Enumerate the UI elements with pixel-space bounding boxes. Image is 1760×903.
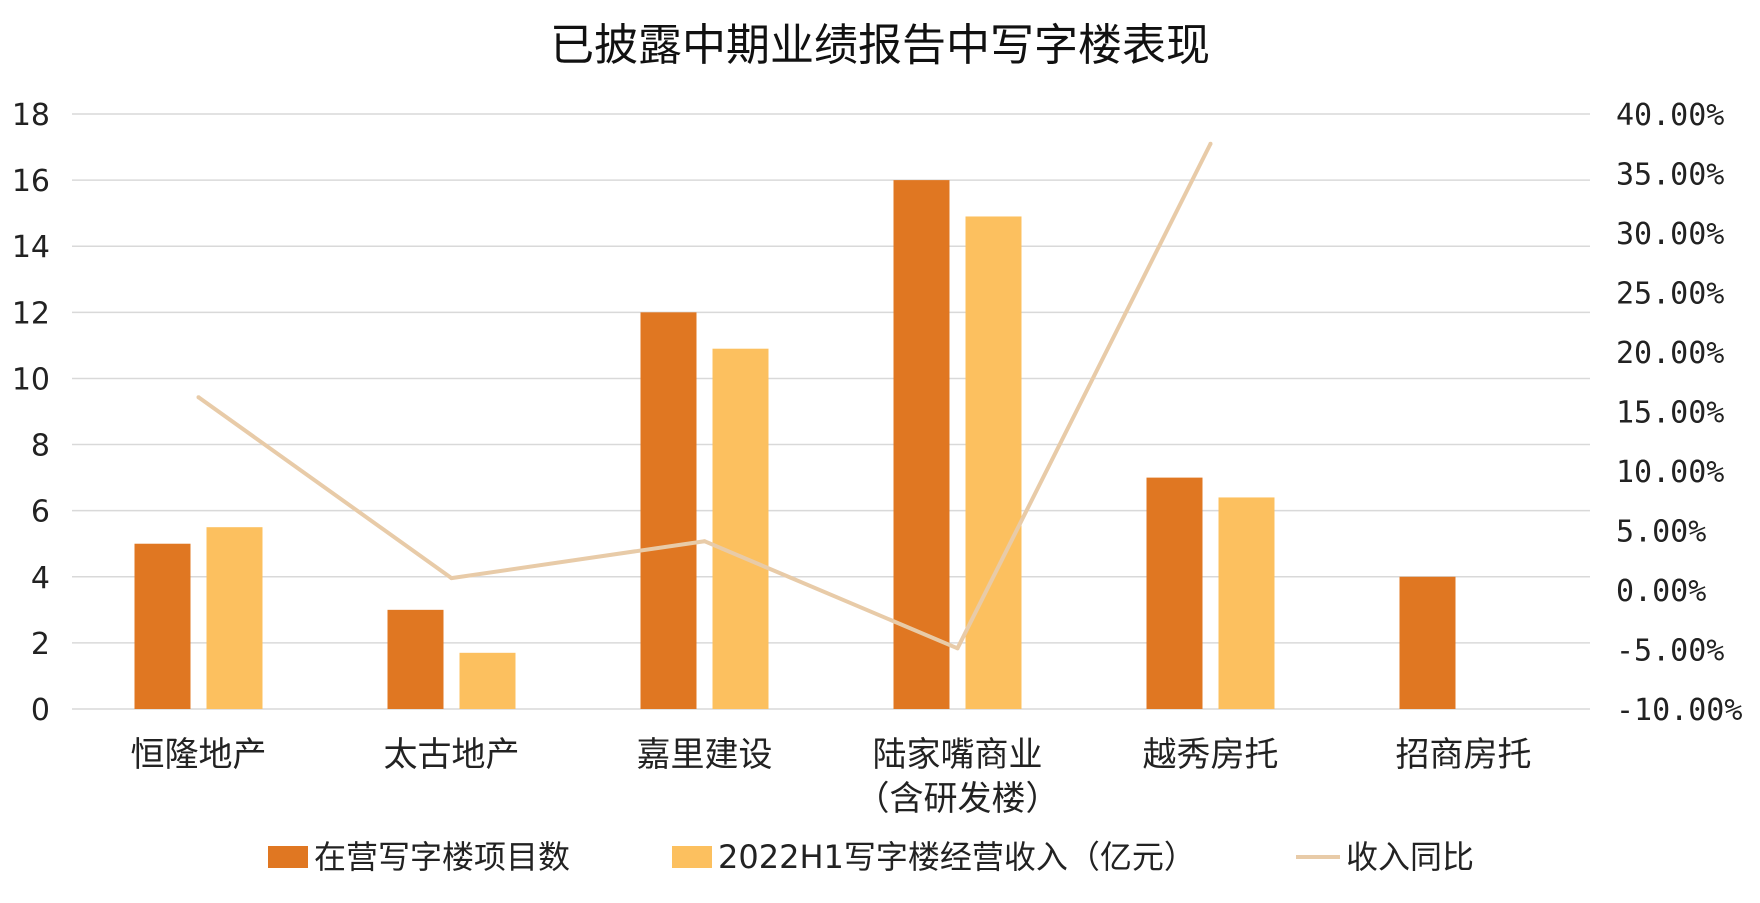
- chart-title: 已披露中期业绩报告中写字楼表现: [550, 20, 1210, 71]
- growth-point: [449, 576, 454, 581]
- growth-line: [196, 141, 1213, 651]
- revenue-bar: [712, 348, 769, 709]
- right-tick-label: 20.00%: [1616, 336, 1724, 371]
- category-label: 越秀房托: [1143, 735, 1279, 775]
- right-tick-label: -5.00%: [1616, 634, 1724, 669]
- growth-point: [702, 539, 707, 544]
- category-label: 陆家嘴商业（含研发楼）: [856, 735, 1060, 819]
- revenue-bar: [459, 652, 516, 709]
- project-count-bar: [1399, 576, 1456, 709]
- left-tick-label: 12: [12, 296, 50, 331]
- left-tick-label: 2: [31, 627, 50, 662]
- project-count-bar: [893, 180, 950, 710]
- right-axis: -10.00% -5.00% 0.00% 5.00% 10.00% 15.00% 20.00…: [1616, 98, 1742, 728]
- legend-swatch: [268, 846, 308, 868]
- category-label: 太古地产: [384, 735, 520, 775]
- left-tick-label: 14: [12, 230, 50, 265]
- revenue-bar: [1218, 497, 1275, 709]
- project-count-bar: [1146, 477, 1203, 709]
- growth-point: [1208, 141, 1213, 146]
- revenue-bar: [206, 527, 263, 709]
- left-tick-label: 0: [31, 693, 50, 728]
- legend-project-count: 在营写字楼项目数: [268, 838, 570, 876]
- right-tick-label: 30.00%: [1616, 217, 1724, 252]
- right-tick-label: -10.00%: [1616, 693, 1742, 728]
- legend-label: 收入同比: [1346, 838, 1474, 876]
- left-tick-label: 18: [12, 98, 50, 133]
- right-tick-label: 40.00%: [1616, 98, 1724, 133]
- growth-point: [196, 395, 201, 400]
- right-tick-label: 10.00%: [1616, 455, 1724, 490]
- left-tick-label: 4: [31, 561, 50, 596]
- left-tick-label: 10: [12, 362, 50, 397]
- bars: [134, 180, 1456, 710]
- category-labels: 恒隆地产 太古地产 嘉里建设 陆家嘴商业（含研发楼） 越秀房托 招商房托: [131, 735, 1532, 819]
- legend-label: 在营写字楼项目数: [314, 838, 570, 876]
- legend-revenue: 2022H1写字楼经营收入（亿元）: [672, 838, 1196, 876]
- project-count-bar: [640, 312, 697, 709]
- right-tick-label: 15.00%: [1616, 396, 1724, 431]
- growth-point: [955, 646, 960, 651]
- category-label: 恒隆地产: [131, 735, 267, 775]
- growth-line-path: [197, 142, 1213, 651]
- legend: 在营写字楼项目数 2022H1写字楼经营收入（亿元） 收入同比: [268, 838, 1474, 876]
- legend-swatch: [672, 846, 712, 868]
- category-label: 嘉里建设: [637, 735, 773, 775]
- legend-growth: 收入同比: [1296, 838, 1474, 876]
- revenue-bar: [965, 216, 1022, 709]
- right-tick-label: 25.00%: [1616, 277, 1724, 312]
- left-axis: 0 2 4 6 8 10 12 14 16 18: [12, 98, 50, 728]
- left-tick-label: 8: [31, 429, 50, 464]
- right-tick-label: 35.00%: [1616, 158, 1724, 193]
- project-count-bar: [387, 609, 444, 709]
- right-tick-label: 0.00%: [1616, 574, 1706, 609]
- gridlines: [72, 113, 1590, 710]
- project-count-bar: [134, 543, 191, 709]
- right-tick-label: 5.00%: [1616, 515, 1706, 550]
- left-tick-label: 6: [31, 495, 50, 530]
- legend-label: 2022H1写字楼经营收入（亿元）: [718, 838, 1196, 876]
- category-label: 招商房托: [1396, 735, 1532, 775]
- left-tick-label: 16: [12, 164, 50, 199]
